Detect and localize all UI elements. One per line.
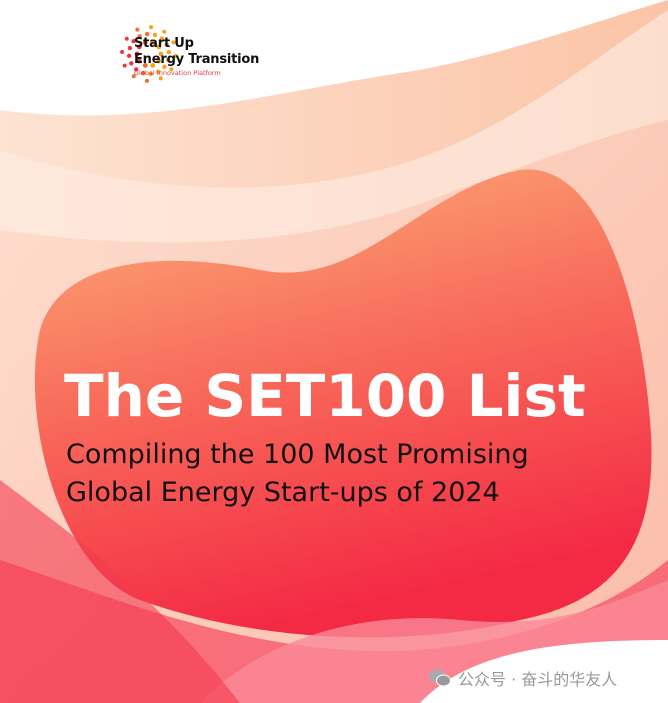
watermark: 公众号 · 奋斗的华友人 [428,666,617,690]
logo-dot [122,63,127,68]
subtitle-line2: Global Energy Start-ups of 2024 [66,477,500,508]
logo-dot [120,49,125,54]
logo-dot [140,70,146,76]
logo-dot [162,29,167,34]
logo-dot [136,44,142,50]
logo-dot [156,69,161,74]
logo-dot [134,51,140,57]
logo-dot [158,76,163,81]
logo-dot [142,40,148,45]
logo-dot [173,54,178,59]
logo-dot [156,44,162,50]
logo-dot [158,51,164,57]
logo-dot [150,40,156,45]
logo-tagline: Global Innovation Platform [134,69,221,77]
logo-text: Start Up Energy Transition Global Innova… [134,36,259,77]
logo-dot [129,61,134,66]
logo-dot [124,36,129,41]
logo-dot [150,63,156,68]
logo-dot [165,57,171,63]
logo-dot [144,31,150,37]
logo-line1: Start Up [134,36,194,51]
logo-dot [134,67,139,72]
logo-dot [127,45,133,51]
logo-dot [164,42,169,47]
logo-dot [169,67,174,72]
logo-dot [162,64,167,69]
logo-dot [131,39,136,44]
watermark-text: 公众号 · 奋斗的华友人 [458,670,618,689]
logo-dot [171,40,176,45]
logo-dot [166,49,172,55]
logo-dot [126,53,132,59]
subtitle-line1: Compiling the 100 Most Promising [66,439,529,470]
logo-dot [137,34,142,39]
logo-dot [144,78,149,83]
page-title: The SET100 List [64,362,586,430]
page-subtitle: Compiling the 100 Most Promising Global … [66,436,529,512]
logo-line2: Energy Transition [134,52,260,67]
logo-dot [136,58,142,64]
logo-dot [149,25,154,30]
logo-dot [148,71,154,77]
logo-dot [142,63,148,68]
logo-dot [159,36,164,41]
logo-dot [152,32,158,38]
logo-dot [135,27,140,32]
logo-dot [131,74,136,79]
logo-dot [156,58,162,64]
wechat-icon [429,669,451,687]
set-logo-sunburst-icon [120,25,178,83]
